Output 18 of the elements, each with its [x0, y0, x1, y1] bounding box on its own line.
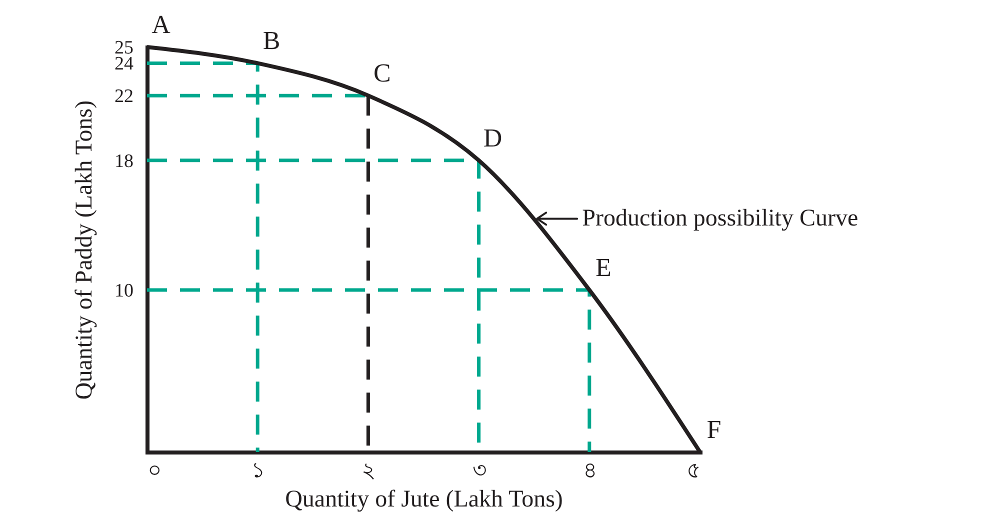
- x-tick-label: ১: [251, 458, 266, 482]
- x-tick-label: ৫: [686, 458, 700, 482]
- annotation: C: [374, 58, 391, 88]
- annotation: A: [152, 10, 171, 39]
- annotation: B: [262, 26, 280, 56]
- y-axis-title: Quantity of Paddy (Lakh Tons): [72, 100, 98, 400]
- x-tick-label: ২: [362, 458, 376, 482]
- y-tick-label: 18: [114, 150, 134, 172]
- annotation: E: [595, 253, 612, 282]
- x-tick-label: ৩: [472, 458, 486, 482]
- x-tick-label: ০: [148, 458, 162, 482]
- annotation: Production possibility Curve: [582, 206, 858, 232]
- y-tick-label: 10: [114, 280, 134, 302]
- y-tick-label: 22: [114, 86, 134, 108]
- annotation: F: [706, 415, 722, 444]
- annotation: D: [483, 123, 502, 152]
- x-tick-label: ৪: [582, 458, 597, 482]
- x-axis-title: Quantity of Jute (Lakh Tons): [285, 486, 563, 512]
